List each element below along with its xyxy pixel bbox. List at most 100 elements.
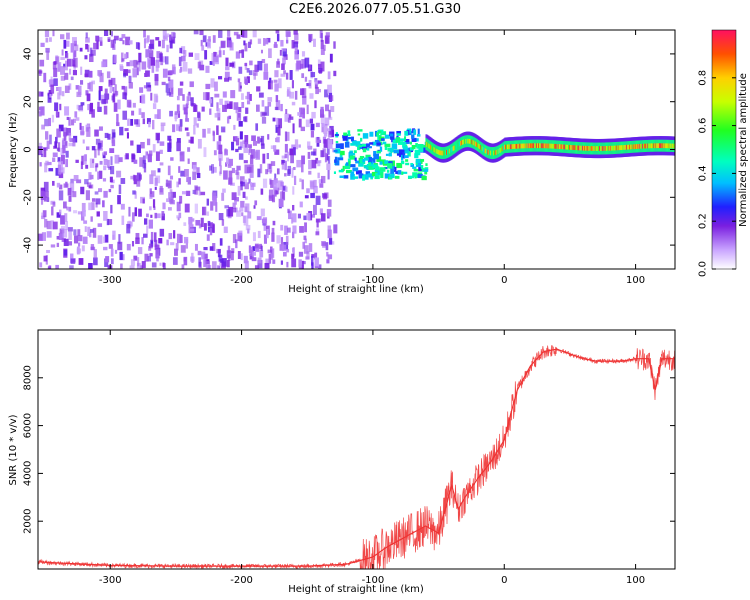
spectral-cell <box>411 144 416 150</box>
spectral-cell <box>75 117 80 121</box>
spectral-cell <box>170 199 175 205</box>
spectral-cell <box>235 239 238 249</box>
spectral-cell <box>107 133 111 140</box>
spectral-cell <box>300 107 305 115</box>
spectral-cell <box>218 254 223 262</box>
spectral-cell <box>316 228 320 235</box>
spectral-cell <box>65 159 69 168</box>
spectral-cell <box>231 167 236 174</box>
spectral-cell <box>327 84 332 94</box>
spectral-cell <box>194 185 198 195</box>
spectral-cell <box>48 265 52 269</box>
spectral-cell <box>164 56 169 65</box>
spectral-cell <box>148 46 152 53</box>
spectral-cell <box>128 82 133 89</box>
spectral-cell <box>301 58 306 69</box>
spectral-cell <box>200 217 204 228</box>
spectral-cell <box>301 163 304 173</box>
spectral-cell <box>375 172 378 176</box>
spectral-cell <box>109 84 112 94</box>
spectral-cell <box>272 259 276 264</box>
spectral-cell <box>70 258 76 264</box>
spectral-cell <box>306 251 310 260</box>
spectral-cell <box>413 129 417 135</box>
spectral-cell <box>319 208 323 215</box>
y-tick-label: -20 <box>23 189 34 205</box>
spectral-cell <box>89 81 93 92</box>
spectral-cell <box>226 260 230 268</box>
spectral-cell <box>120 178 126 184</box>
spectral-cell <box>192 189 196 195</box>
spectral-cell <box>216 248 221 254</box>
spectral-cell <box>323 133 328 137</box>
spectral-cell <box>156 254 159 262</box>
spectral-cell <box>78 106 84 112</box>
spectral-cell <box>63 238 69 247</box>
spectral-cell <box>99 72 104 83</box>
spectral-cell <box>44 162 48 173</box>
spectral-cell <box>330 106 335 113</box>
spectral-cell <box>327 169 330 180</box>
spectral-cell <box>262 217 268 225</box>
spectral-cell <box>280 237 284 247</box>
spectral-cell <box>97 171 100 180</box>
spectral-cell <box>402 142 406 149</box>
spectral-cell <box>282 244 287 252</box>
spectral-cell <box>232 202 236 209</box>
spectral-cell <box>274 149 280 155</box>
spectral-cell <box>203 223 207 231</box>
spectral-cell <box>132 190 136 195</box>
spectral-cell <box>260 111 266 117</box>
spectral-cell <box>323 139 329 148</box>
spectral-cell <box>81 245 85 252</box>
spectral-cell <box>154 212 158 219</box>
spectrogram-y-label: Frequency (Hz) <box>8 112 19 188</box>
spectral-cell <box>203 253 208 259</box>
spectral-cell <box>92 227 97 238</box>
spectral-cell <box>418 147 424 152</box>
spectral-cell <box>209 61 213 65</box>
spectral-cell <box>141 237 144 245</box>
spectral-cell <box>101 61 106 68</box>
spectral-cell <box>398 149 405 153</box>
spectral-cell <box>63 249 68 256</box>
spectral-cell <box>144 253 149 262</box>
spectral-cell <box>142 155 146 164</box>
spectral-cell <box>270 145 274 150</box>
spectral-cell <box>149 43 154 49</box>
spectral-cell <box>315 195 321 205</box>
spectral-cell <box>89 70 93 78</box>
spectral-cell <box>72 118 76 123</box>
spectral-cell <box>114 154 120 164</box>
spectral-cell <box>407 149 414 153</box>
spectral-cell <box>226 157 230 164</box>
spectral-cell <box>150 214 153 218</box>
spectral-cell <box>308 33 313 42</box>
spectral-cell <box>400 154 404 161</box>
spectral-cell <box>235 136 239 141</box>
spectral-cell <box>100 147 103 151</box>
spectral-cell <box>62 145 66 154</box>
spectral-cell <box>45 37 49 43</box>
spectral-cell <box>222 104 227 112</box>
spectral-cell <box>294 139 299 150</box>
spectral-cell <box>179 69 182 73</box>
spectral-cell <box>201 45 205 51</box>
spectral-cell <box>41 212 44 218</box>
spectral-cell <box>120 203 125 210</box>
spectral-cell <box>374 130 378 137</box>
spectral-cell <box>179 235 183 243</box>
spectral-cell <box>108 244 113 249</box>
spectral-cell <box>214 55 219 63</box>
spectral-cell <box>46 220 51 230</box>
spectral-cell <box>119 37 123 42</box>
spectral-cell <box>287 208 290 214</box>
spectral-cell <box>318 63 322 69</box>
spectral-cell <box>238 66 243 74</box>
x-tick-label: 100 <box>626 275 645 286</box>
spectral-cell <box>45 191 49 198</box>
spectral-cell <box>256 104 260 112</box>
spectral-cell <box>185 112 188 122</box>
spectral-cell <box>193 104 198 112</box>
spectral-cell <box>38 142 42 147</box>
